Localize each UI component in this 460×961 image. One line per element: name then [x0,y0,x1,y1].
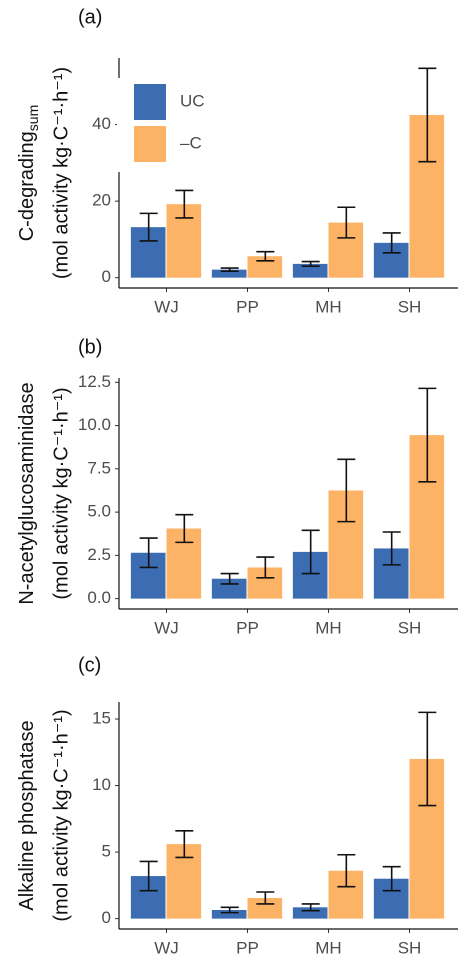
error-bar [139,860,158,892]
error-bar [337,206,356,239]
y-tick-label: 5.0 [87,502,111,521]
legend-key [134,126,166,162]
legend-box [117,78,217,172]
bar [211,909,247,919]
y-tick-label: 0.0 [87,588,111,607]
y-tick-label: 40 [92,114,111,133]
panel-label: (c) [78,654,101,676]
legend-key [134,84,166,120]
y-axis-title: Alkaline phosphatase [16,720,38,910]
x-tick-label: PP [236,297,259,316]
error-bar [175,189,194,219]
error-bar [382,531,401,566]
x-tick-label: SH [398,938,422,957]
error-bar [139,212,158,242]
legend-label: UC [180,91,205,110]
error-bar [220,572,239,585]
error-bar [175,830,194,859]
error-bar [301,529,320,575]
y-tick-label: 12.5 [78,372,111,391]
y-tick-label: 2.5 [87,545,111,564]
error-bar [382,865,401,892]
y-axis-unit: (mol activity kg·C⁻¹·h⁻¹) [50,67,72,279]
panel-label: (a) [78,6,102,28]
x-tick-label: WJ [154,938,179,957]
panel-label: (b) [78,336,102,358]
bar [292,263,328,278]
y-axis-title-text: Alkaline phosphatase [16,720,38,910]
x-tick-label: WJ [154,297,179,316]
y-tick-label: 10.0 [78,415,111,434]
y-tick-label: 0 [102,908,111,927]
error-bar [418,387,437,483]
y-axis-unit: (mol activity kg·C⁻¹·h⁻¹) [50,387,72,599]
error-bar [382,232,401,254]
y-tick-label: 7.5 [87,458,111,477]
error-bar [256,556,275,579]
error-bar [418,711,437,807]
error-bar [301,260,320,267]
bar [211,269,247,278]
error-bar [256,891,275,905]
y-axis-title-subscript: sum [25,105,41,131]
error-bar [139,537,158,569]
x-tick-label: SH [398,618,422,637]
x-tick-label: MH [315,297,341,316]
error-bar [418,67,437,163]
bar [292,907,328,919]
y-axis-title: C-degradingsum [16,105,40,242]
y-tick-label: 5 [102,842,111,861]
error-bar [175,513,194,544]
y-axis-title: N-acetylglucosaminidase [16,382,38,604]
error-bar [220,267,239,272]
y-tick-label: 15 [92,709,111,728]
y-tick-label: 0 [102,267,111,286]
x-tick-label: PP [236,938,259,957]
x-tick-label: MH [315,938,341,957]
error-bar [220,906,239,914]
x-tick-label: PP [236,618,259,637]
error-bar [256,250,275,262]
y-tick-label: 20 [92,191,111,210]
bar [247,897,283,919]
error-bar [337,853,356,888]
error-bar [337,458,356,523]
y-tick-label: 10 [92,775,111,794]
y-axis-title-text: C-degrading [16,131,38,241]
error-bar [301,903,320,912]
x-tick-label: MH [315,618,341,637]
y-axis-title-text: N-acetylglucosaminidase [16,382,38,604]
x-tick-label: WJ [154,618,179,637]
legend-label: –C [180,133,202,152]
x-tick-label: SH [398,297,422,316]
y-axis-unit: (mol activity kg·C⁻¹·h⁻¹) [50,709,72,921]
